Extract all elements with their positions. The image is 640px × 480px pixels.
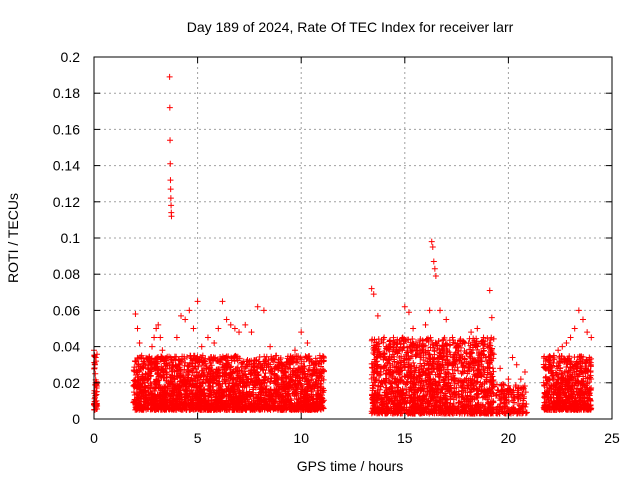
data-point [305,366,312,373]
data-point [571,354,578,361]
data-point [221,355,228,362]
data-point [262,370,269,377]
data-point [202,376,209,383]
data-point [319,366,326,373]
data-point [93,406,100,413]
data-point [313,375,320,382]
data-point [199,380,206,387]
data-point [234,357,241,364]
data-point [222,355,229,362]
data-point [155,354,162,361]
data-point [187,352,194,359]
x-axis-label: GPS time / hours [297,458,404,474]
data-point [151,364,158,371]
data-point [293,385,300,392]
data-point [314,358,321,365]
data-point [256,353,263,360]
data-point [137,354,144,361]
data-point [136,398,143,405]
data-points [91,73,595,417]
chart-title: Day 189 of 2024, Rate Of TEC Index for r… [187,19,514,35]
data-point [292,359,299,366]
data-point [310,391,317,398]
data-point [269,357,276,364]
data-point [247,370,254,377]
data-point [248,357,255,364]
data-point [386,338,393,345]
data-point [231,358,238,365]
data-point [174,373,181,380]
data-point [216,358,223,365]
y-axis-label: ROTI / TECUs [5,193,21,283]
data-point [291,381,298,388]
data-point [188,360,195,367]
data-point [223,385,230,392]
